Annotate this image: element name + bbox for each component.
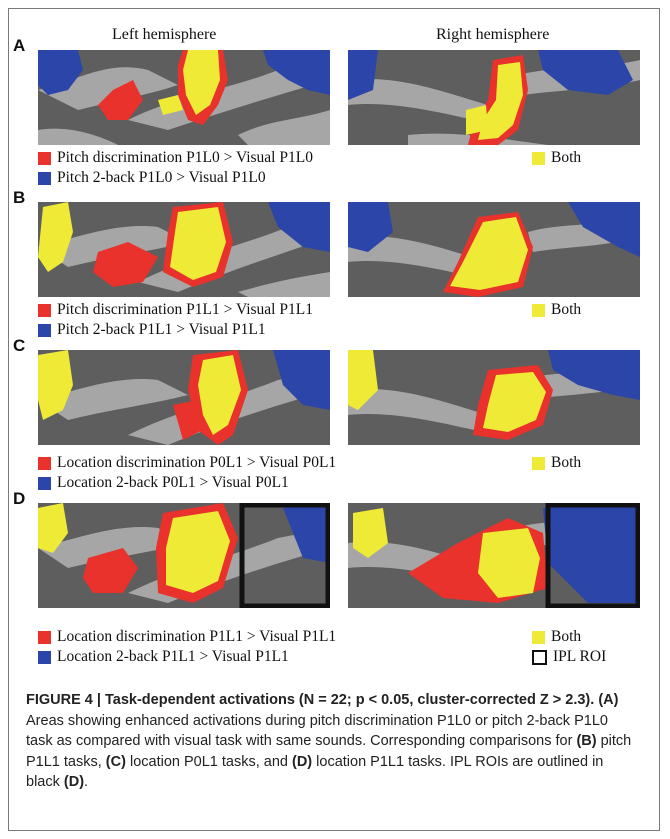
panel-d: D Location discrimination P1L1 > Visual … (13, 489, 640, 668)
legend-red-item: Location discrimination P1L1 > Visual P1… (38, 628, 336, 646)
legend-b: Pitch discrimination P1L1 > Visual P1L1 … (38, 301, 640, 341)
legend-a: Pitch discrimination P1L0 > Visual P1L0 … (38, 149, 640, 189)
panel-letter: B (13, 188, 26, 207)
figure-caption: FIGURE 4 | Task-dependent activations (N… (26, 690, 636, 793)
caption-text-5: . (84, 774, 89, 790)
figure-label: FIGURE 4 | (26, 692, 105, 708)
panel-a: A Pitch discriminatio (13, 36, 640, 190)
legend-both-item: Both (532, 454, 581, 472)
legend-both-label: Both (551, 628, 582, 645)
left-hemisphere-label: Left hemisphere (112, 26, 217, 43)
brain-left-image (38, 202, 330, 297)
legend-red-label: Location discrimination P0L1 > Visual P0… (57, 454, 337, 471)
roi-outline-swatch (532, 649, 547, 665)
legend-both-item: Both (532, 301, 581, 319)
yellow-swatch (532, 151, 545, 165)
legend-both-label: Both (551, 149, 582, 166)
caption-text-4: location P1L1 tasks. IPL ROIs are outlin… (26, 753, 604, 791)
caption-ref-a: (A) (598, 692, 619, 708)
legend-blue-item: Pitch 2-back P1L1 > Visual P1L1 (38, 321, 266, 339)
legend-blue-label: Location 2-back P1L1 > Visual P1L1 (57, 648, 289, 665)
yellow-swatch (532, 303, 545, 317)
caption-text-2: pitch P1L1 tasks, (26, 733, 632, 770)
caption-ref-c: (C) (105, 753, 126, 770)
red-swatch (38, 456, 51, 470)
legend-roi-label: IPL ROI (553, 648, 607, 665)
legend-red-label: Location discrimination P1L1 > Visual P1… (57, 628, 337, 645)
blue-swatch (38, 650, 51, 664)
legend-blue-item: Location 2-back P0L1 > Visual P0L1 (38, 474, 289, 492)
panel-letter: C (13, 336, 26, 355)
brain-left-image (38, 503, 330, 608)
legend-red-label: Pitch discrimination P1L0 > Visual P1L0 (57, 149, 313, 166)
blue-swatch (38, 323, 51, 337)
legend-roi-item: IPL ROI (532, 648, 606, 666)
legend-red-item: Pitch discrimination P1L1 > Visual P1L1 (38, 301, 313, 319)
right-hemisphere-label: Right hemisphere (436, 26, 550, 43)
caption-text-3: location P0L1 tasks, and (125, 753, 292, 770)
caption-title: Task-dependent activations (N = 22; p < … (105, 692, 595, 708)
brain-left-image (38, 50, 330, 145)
legend-both-item: Both (532, 628, 581, 646)
brain-right-image (348, 350, 640, 445)
caption-ref-d: (D) (292, 753, 313, 770)
legend-blue-label: Pitch 2-back P1L1 > Visual P1L1 (57, 321, 266, 338)
caption-text-1: Areas showing enhanced activations durin… (26, 712, 608, 750)
legend-both-item: Both (532, 149, 581, 167)
blue-swatch (38, 171, 51, 185)
yellow-swatch (532, 630, 545, 644)
legend-red-item: Location discrimination P0L1 > Visual P0… (38, 454, 336, 472)
legend-red-item: Pitch discrimination P1L0 > Visual P1L0 (38, 149, 313, 167)
legend-c: Location discrimination P0L1 > Visual P0… (38, 454, 640, 494)
caption-ref-b: (B) (576, 733, 597, 749)
panel-b: B Pitch discrimination P1L1 > Visual P1L… (13, 188, 640, 342)
legend-blue-item: Location 2-back P1L1 > Visual P1L1 (38, 648, 289, 666)
legend-blue-label: Location 2-back P0L1 > Visual P0L1 (57, 474, 289, 491)
red-swatch (38, 630, 51, 644)
panel-letter: A (13, 36, 26, 55)
red-swatch (38, 303, 51, 317)
yellow-swatch (532, 456, 545, 470)
legend-red-label: Pitch discrimination P1L1 > Visual P1L1 (57, 301, 313, 318)
panel-letter: D (13, 489, 26, 508)
legend-both-label: Both (551, 454, 582, 471)
brain-right-image (348, 202, 640, 297)
red-swatch (38, 151, 51, 165)
legend-blue-label: Pitch 2-back P1L0 > Visual P1L0 (57, 169, 266, 186)
legend-blue-item: Pitch 2-back P1L0 > Visual P1L0 (38, 169, 266, 187)
legend-d: Location discrimination P1L1 > Visual P1… (38, 628, 640, 668)
blue-swatch (38, 476, 51, 490)
brain-right-image (348, 50, 640, 145)
caption-ref-d2: (D) (63, 774, 85, 790)
brain-right-image (348, 503, 640, 608)
panel-c: C Location discrimination P0L1 > Visual … (13, 336, 640, 491)
brain-left-image (38, 350, 330, 445)
figure-frame (8, 8, 660, 831)
legend-both-label: Both (551, 301, 582, 318)
